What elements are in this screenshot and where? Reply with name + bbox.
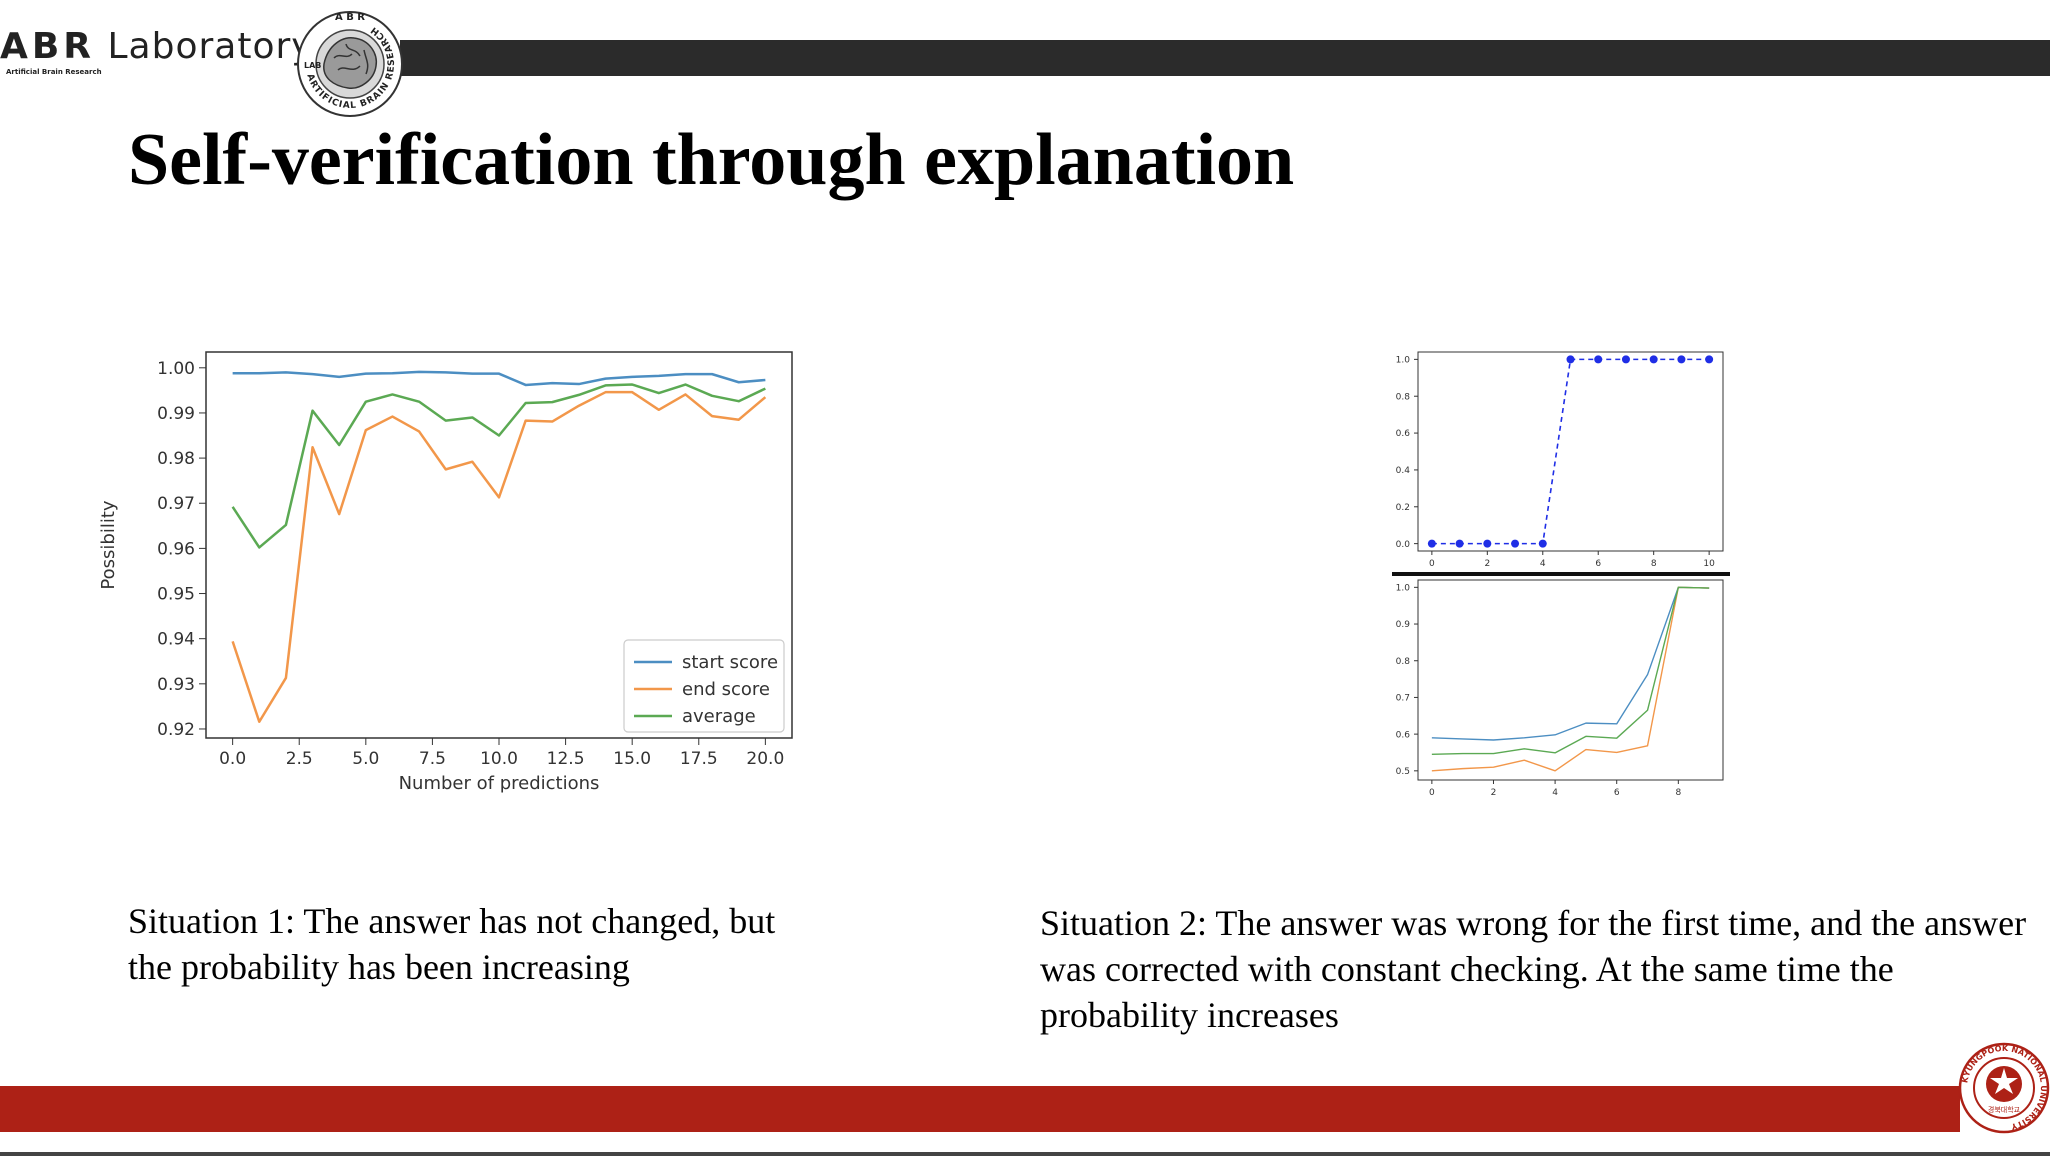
chart1-xtick-label: 5.0 xyxy=(352,749,379,769)
chart2-data-point xyxy=(1511,539,1520,548)
seal-top-text: A B R xyxy=(335,12,365,23)
chart1-y-axis-label: Possibility xyxy=(98,500,119,589)
chart2-xtick-label: 6 xyxy=(1595,559,1601,569)
chart3-series-line-0 xyxy=(1431,586,1710,741)
chart3-series-line-2 xyxy=(1431,586,1710,756)
chart2-series-line-0 xyxy=(1431,358,1710,545)
chart3-xtick-label: 8 xyxy=(1675,788,1681,798)
chart1-x-axis-label: Number of predictions xyxy=(399,773,600,794)
chart2-xtick-label: 8 xyxy=(1651,559,1657,569)
chart1-xtick-label: 15.0 xyxy=(613,749,651,769)
chart2-plot-frame xyxy=(1417,351,1724,552)
chart1-series-line-2 xyxy=(231,383,766,549)
chart1-ytick-label: 0.94 xyxy=(157,630,195,650)
chart3-ytick-label: 0.6 xyxy=(1396,730,1411,740)
chart-divider xyxy=(1392,572,1730,576)
chart1-ytick-label: 0.95 xyxy=(157,584,195,604)
chart2-ytick-label: 0.0 xyxy=(1396,540,1411,550)
chart3-xtick-label: 2 xyxy=(1491,788,1497,798)
chart1-xtick-label: 0.0 xyxy=(219,749,246,769)
chart2-ytick-label: 1.0 xyxy=(1396,356,1411,366)
chart2-xtick-label: 4 xyxy=(1540,559,1546,569)
footer-bar xyxy=(0,1086,1960,1132)
chart2-data-point xyxy=(1427,539,1436,548)
chart2-data-point xyxy=(1538,539,1547,548)
footer-line xyxy=(0,1152,2050,1156)
chart3-ytick-label: 0.7 xyxy=(1396,694,1410,704)
chart1-ytick-label: 0.98 xyxy=(157,449,195,469)
lab-seal-icon: ARTIFICIAL BRAIN RESEARCH A B R LAB xyxy=(297,11,403,117)
chart1-legend-label-2: average xyxy=(682,706,756,727)
logo-lab: Laboratory xyxy=(107,26,314,67)
chart1-xtick-label: 2.5 xyxy=(286,749,313,769)
chart2-ytick-label: 0.6 xyxy=(1396,429,1411,439)
chart1-legend-box xyxy=(623,639,785,733)
chart1-xtick-label: 17.5 xyxy=(680,749,718,769)
chart2-xtick-label: 10 xyxy=(1703,559,1715,569)
chart2-ytick-label: 0.2 xyxy=(1396,503,1410,513)
chart1-series-line-1 xyxy=(231,390,767,723)
chart2-data-point xyxy=(1649,355,1658,364)
chart1-plot-frame xyxy=(205,351,793,739)
logo-abr: ABR xyxy=(0,26,96,67)
chart2-data-point xyxy=(1677,355,1686,364)
chart1-ytick-label: 0.99 xyxy=(157,404,195,424)
chart3-ytick-label: 0.9 xyxy=(1396,620,1411,630)
chart1-xtick-label: 20.0 xyxy=(746,749,784,769)
logo-subtitle: Artificial Brain Research xyxy=(6,68,102,76)
chart3-xtick-label: 0 xyxy=(1429,788,1435,798)
chart2-data-point xyxy=(1594,355,1603,364)
caption-situation-2: Situation 2: The answer was wrong for th… xyxy=(1040,903,2027,1035)
chart3-plot-frame xyxy=(1417,579,1724,781)
header-bar xyxy=(400,40,2050,76)
chart1-xtick-label: 12.5 xyxy=(547,749,585,769)
chart1-xtick-label: 10.0 xyxy=(480,749,518,769)
chart1-ytick-label: 1.00 xyxy=(157,359,195,379)
chart2-data-point xyxy=(1455,539,1464,548)
chart2-xtick-label: 0 xyxy=(1429,559,1435,569)
chart1-ytick-label: 0.97 xyxy=(157,494,195,514)
chart2-data-point xyxy=(1621,355,1630,364)
chart1-ytick-label: 0.92 xyxy=(157,720,195,740)
university-korean-text: 경북대학교 xyxy=(1988,1105,2021,1114)
chart2-ytick-label: 0.8 xyxy=(1396,392,1411,402)
caption-situation-1: Situation 1: The answer has not changed,… xyxy=(128,901,776,987)
seal-lab-text: LAB xyxy=(304,61,321,70)
chart1-ytick-label: 0.93 xyxy=(157,675,195,695)
chart2-data-point xyxy=(1705,355,1714,364)
university-seal-icon: KYUNGPOOK NATIONAL UNIVERSITY 경북대학교 xyxy=(1958,1042,2050,1134)
chart3-series-line-1 xyxy=(1431,586,1710,772)
chart3-xtick-label: 4 xyxy=(1552,788,1558,798)
chart1-legend-label-1: end score xyxy=(682,679,770,700)
chart3-ytick-label: 1.0 xyxy=(1396,583,1411,593)
chart2-data-point xyxy=(1566,355,1575,364)
chart2-xtick-label: 2 xyxy=(1484,559,1490,569)
chart3-ytick-label: 0.8 xyxy=(1396,657,1411,667)
chart1-xtick-label: 7.5 xyxy=(419,749,446,769)
chart1-legend-label-0: start score xyxy=(682,652,778,673)
slide-title: Self-verification through explanation xyxy=(128,119,1295,201)
chart3-ytick-label: 0.5 xyxy=(1396,767,1410,777)
chart3-xtick-label: 6 xyxy=(1614,788,1620,798)
chart2-data-point xyxy=(1483,539,1492,548)
chart1-series-line-0 xyxy=(232,370,766,387)
chart1-ytick-label: 0.96 xyxy=(157,539,195,559)
lab-logo-text: ABR Laboratory xyxy=(0,26,314,67)
chart2-ytick-label: 0.4 xyxy=(1396,466,1411,476)
